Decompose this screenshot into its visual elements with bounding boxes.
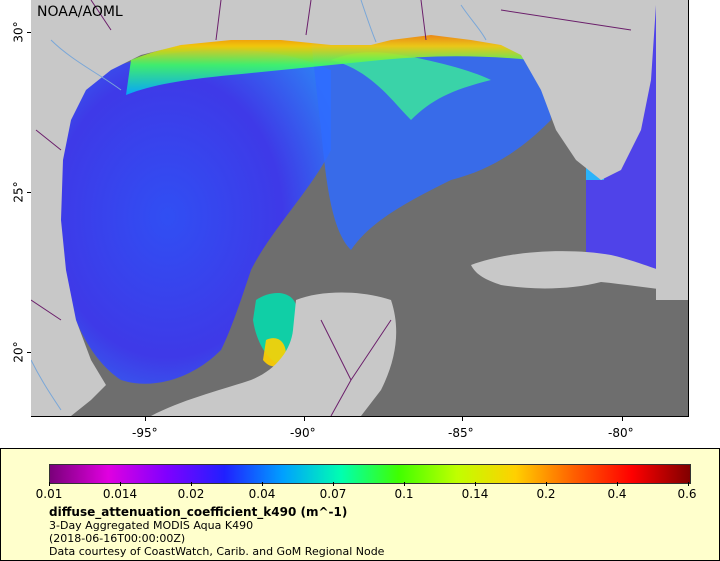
y-tick [27,32,31,33]
map-panel: NOAA/AOML [31,0,689,417]
colorbar-label: 0.14 [461,487,489,501]
colorbar-label: 0.07 [319,487,347,501]
yucatan-plume [253,293,297,365]
ocean-data-central [311,30,551,250]
legend-panel: 0.01 0.014 0.02 0.04 0.07 0.1 0.14 0.2 0… [0,448,720,561]
x-tick-label: -80° [608,426,634,440]
colorbar-label: 0.04 [248,487,276,501]
colorbar-label: 0.6 [677,487,697,501]
x-tick [622,416,623,421]
colorbar-label: 0.4 [607,487,627,501]
colorbar-label: 0.02 [177,487,205,501]
x-tick [145,416,146,421]
colorbar-tick [404,482,405,486]
colorbar-tick [546,482,547,486]
rivers [31,0,487,411]
x-tick [304,416,305,421]
gulf-of-mexico-map [31,0,688,416]
x-tick-label: -95° [132,426,158,440]
land-us-gulf-coast [31,0,688,416]
colorbar-tick [191,482,192,486]
colorbar [49,464,691,484]
x-tick [462,416,463,421]
legend-date: (2018-06-16T00:00:00Z) [49,532,186,545]
x-tick-label: -85° [448,426,474,440]
colorbar-label: 0.2 [536,487,556,501]
colorbar-tick [262,482,263,486]
y-tick-label: 25° [11,181,26,203]
state-borders [31,0,632,416]
legend-title: diffuse_attenuation_coefficient_k490 (m^… [49,505,348,519]
colorbar-label: 0.1 [394,487,414,501]
y-tick-label: 20° [11,341,26,363]
colorbar-tick [617,482,618,486]
coastal-band-north [126,19,531,95]
legend-credit: Data courtesy of CoastWatch, Carib. and … [49,545,385,558]
colorbar-tick [49,482,50,486]
colorbar-label: 0.014 [102,487,138,501]
colorbar-tick [475,482,476,486]
x-tick-label: -90° [290,426,316,440]
colorbar-tick [333,482,334,486]
land-cuba [471,251,688,292]
legend-source: 3-Day Aggregated MODIS Aqua K490 [49,519,254,532]
credit-label: NOAA/AOML [37,4,123,20]
colorbar-tick [120,482,121,486]
colorbar-label: 0.01 [35,487,63,501]
y-tick [27,192,31,193]
land-east-edge [656,0,688,300]
y-tick-label: 30° [11,21,26,43]
green-plume [331,52,491,121]
land-yucatan [151,292,397,416]
colorbar-tick [688,482,689,486]
ocean-data-west [58,49,331,384]
y-tick [27,352,31,353]
